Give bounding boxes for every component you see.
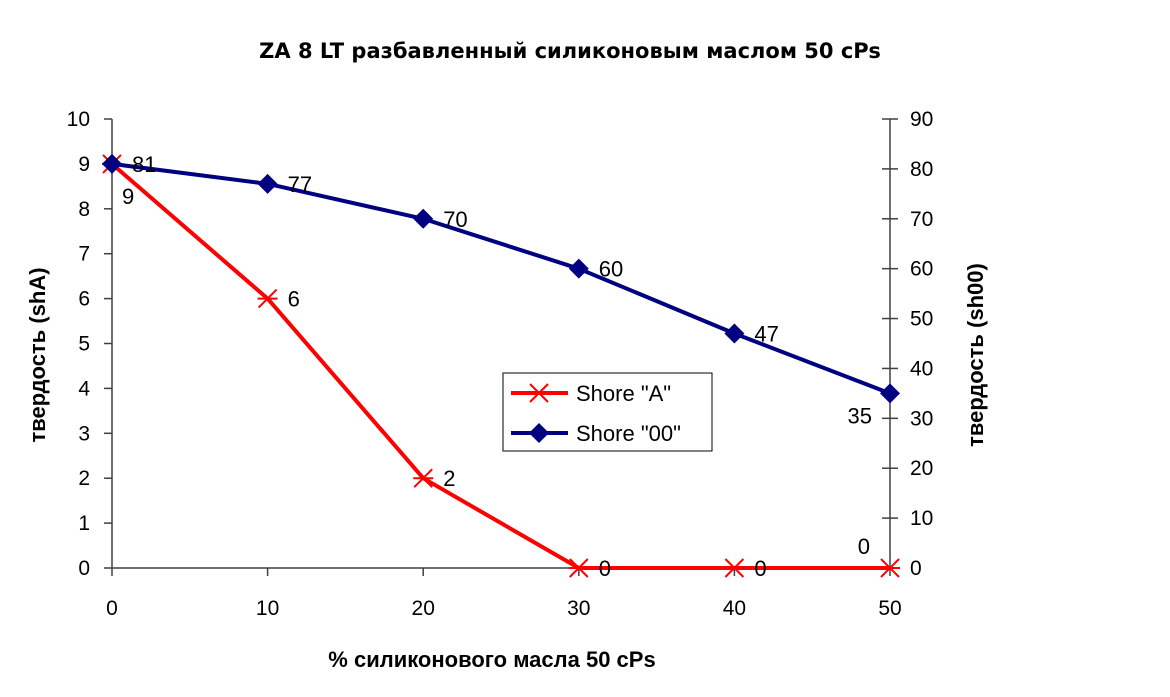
series-shore-a: 9 6 2 0 0 0	[102, 154, 900, 581]
data-point	[724, 558, 745, 578]
y-tick-label: 10	[67, 108, 90, 131]
y2-tick-label: 10	[910, 507, 933, 530]
y-tick-label: 2	[78, 467, 90, 490]
y-tick-label: 8	[78, 198, 90, 221]
y2-tick-label: 60	[910, 258, 933, 281]
data-label: 9	[122, 184, 134, 209]
legend-label: Shore "00"	[576, 421, 681, 446]
series-line	[111, 161, 891, 396]
data-point	[568, 558, 589, 578]
data-point	[880, 558, 900, 578]
data-label: 0	[754, 556, 766, 581]
data-point	[413, 208, 434, 229]
data-point	[568, 258, 589, 279]
y2-tick-label: 50	[910, 308, 933, 331]
x-axis-title: % силиконового масла 50 cPs	[328, 647, 655, 672]
data-label: 0	[858, 534, 870, 559]
legend-label: Shore "A"	[576, 381, 671, 406]
y-tick-label: 4	[78, 377, 90, 400]
legend-item: Shore "00"	[511, 421, 681, 446]
y2-tick-label: 20	[910, 457, 933, 480]
data-label: 81	[132, 152, 156, 177]
y-tick-label: 7	[78, 243, 90, 266]
legend-marker	[529, 383, 549, 403]
x-tick-label: 10	[256, 597, 279, 620]
y-tick-label: 6	[78, 288, 90, 311]
data-point	[257, 173, 278, 194]
chart-title: ZA 8 LT разбавленный силиконовым маслом …	[259, 39, 881, 63]
data-point	[102, 153, 122, 174]
legend-marker	[529, 423, 549, 443]
data-label: 2	[443, 466, 455, 491]
data-point	[413, 468, 434, 488]
data-point	[257, 288, 278, 309]
y-tick-label: 5	[78, 333, 90, 356]
y2-tick-label: 90	[910, 108, 933, 131]
y2-axis-title: твердость (sh00)	[963, 263, 988, 447]
data-label: 60	[599, 257, 623, 282]
y2-tick-label: 80	[910, 158, 933, 181]
series-line	[110, 162, 890, 570]
data-label: 77	[288, 172, 312, 197]
x-tick-label: 30	[567, 597, 590, 620]
x-tick-label: 50	[878, 597, 901, 620]
y-tick-label: 9	[78, 153, 90, 176]
x-tick-label: 20	[412, 597, 435, 620]
y2-tick-label: 70	[910, 208, 933, 231]
y2-tick-label: 30	[910, 407, 933, 430]
data-label: 70	[443, 207, 467, 232]
x-tick-label: 40	[723, 597, 746, 620]
y2-tick-label: 0	[910, 557, 922, 580]
data-label: 6	[288, 287, 300, 312]
series-shore-00: 81 77 70 60 47 35	[102, 152, 900, 428]
y-axis-title: твердость (shA)	[25, 267, 50, 442]
series-group: 9 6 2 0 0 0 81 77 70 60 47 35	[102, 152, 900, 581]
data-label: 47	[754, 322, 778, 347]
data-point	[724, 323, 745, 344]
y2-tick-label: 40	[910, 357, 933, 380]
data-label: 0	[599, 556, 611, 581]
y-tick-label: 1	[78, 512, 90, 535]
data-label: 35	[848, 403, 872, 428]
y-tick-label: 0	[78, 557, 90, 580]
legend: Shore "A" Shore "00"	[502, 372, 713, 452]
x-tick-label: 0	[106, 597, 118, 620]
data-point	[880, 383, 900, 404]
legend-item: Shore "A"	[511, 381, 671, 406]
y-tick-label: 3	[78, 422, 90, 445]
